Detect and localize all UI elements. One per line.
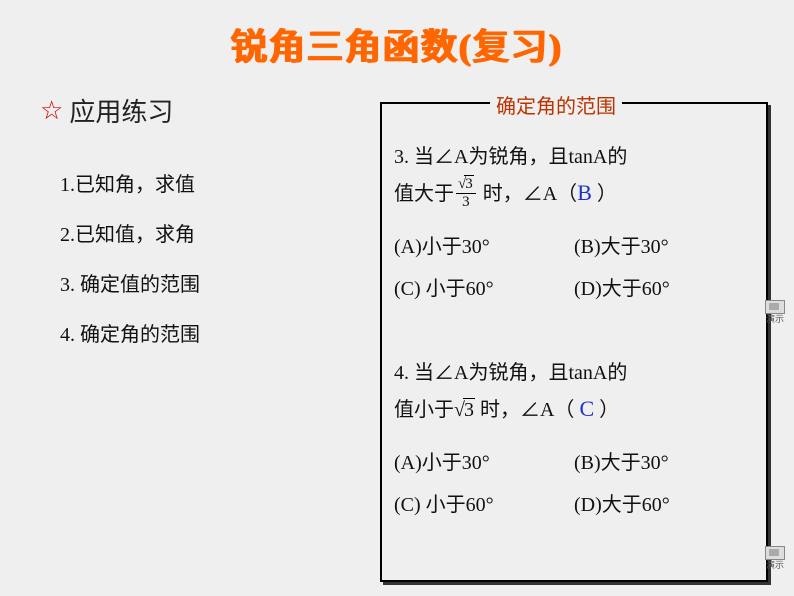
angle-symbol: ∠ <box>520 399 540 421</box>
q4-text: A（ <box>540 399 579 421</box>
option-d: (D)大于60° <box>574 484 754 526</box>
list-item: 4. 确定角的范围 <box>60 310 200 360</box>
angle-symbol: ∠ <box>434 146 454 168</box>
sqrt-icon: 3 <box>454 393 475 427</box>
q3-text: 3. 当 <box>394 146 434 168</box>
q4-text: ） <box>594 399 619 421</box>
angle-symbol: ∠ <box>523 183 543 205</box>
q4-answer: C <box>579 390 594 427</box>
option-c: (C) 小于60° <box>394 484 574 526</box>
q4-options: (A)小于30° (B)大于30° (C) 小于60° (D)大于60° <box>394 442 754 526</box>
sqrt-icon: 3 <box>458 176 474 193</box>
list-item: 1.已知角，求值 <box>60 160 200 210</box>
camera-icon <box>765 546 785 560</box>
q4-text: A为锐角，且tanA的 <box>454 362 627 384</box>
q3-text: A为锐角，且tanA的 <box>454 146 627 168</box>
option-a: (A)小于30° <box>394 442 574 484</box>
option-c: (C) 小于60° <box>394 268 574 310</box>
q3-answer: B <box>577 174 592 211</box>
demo-label: 演示 <box>766 560 784 570</box>
box-label: 确定角的范围 <box>490 90 622 119</box>
fraction: 33 <box>456 176 476 210</box>
demo-button[interactable]: 演示 <box>762 546 788 571</box>
option-b: (B)大于30° <box>574 226 754 268</box>
q4-text: 值小于 <box>394 399 454 421</box>
option-d: (D)大于60° <box>574 268 754 310</box>
question-3: 3. 当∠A为锐角，且tanA的 值大于33 时，∠A（B ） (A)小于30°… <box>394 140 754 310</box>
option-b: (B)大于30° <box>574 442 754 484</box>
q4-text: 时， <box>475 399 520 421</box>
q4-text: 4. 当 <box>394 362 434 384</box>
angle-symbol: ∠ <box>434 362 454 384</box>
question-4: 4. 当∠A为锐角，且tanA的 值小于3 时，∠A（ C ） (A)小于30°… <box>394 356 754 525</box>
option-a: (A)小于30° <box>394 226 574 268</box>
star-icon: ☆ <box>40 96 63 126</box>
demo-button[interactable]: 演示 <box>762 300 788 325</box>
q3-options: (A)小于30° (B)大于30° (C) 小于60° (D)大于60° <box>394 226 754 310</box>
subtitle-text: 应用练习 <box>69 92 173 129</box>
q3-text: 时， <box>478 183 523 205</box>
camera-icon <box>765 300 785 314</box>
q3-text: 值大于 <box>394 183 454 205</box>
q3-text: A（ <box>543 183 577 205</box>
question-box: 3. 当∠A为锐角，且tanA的 值大于33 时，∠A（B ） (A)小于30°… <box>380 102 768 582</box>
demo-label: 演示 <box>766 314 784 324</box>
left-outline-list: 1.已知角，求值 2.已知值，求角 3. 确定值的范围 4. 确定角的范围 <box>60 160 200 360</box>
list-item: 2.已知值，求角 <box>60 210 200 260</box>
page-title: 锐角三角函数(复习) <box>0 0 794 70</box>
list-item: 3. 确定值的范围 <box>60 260 200 310</box>
q3-text: ） <box>592 183 617 205</box>
